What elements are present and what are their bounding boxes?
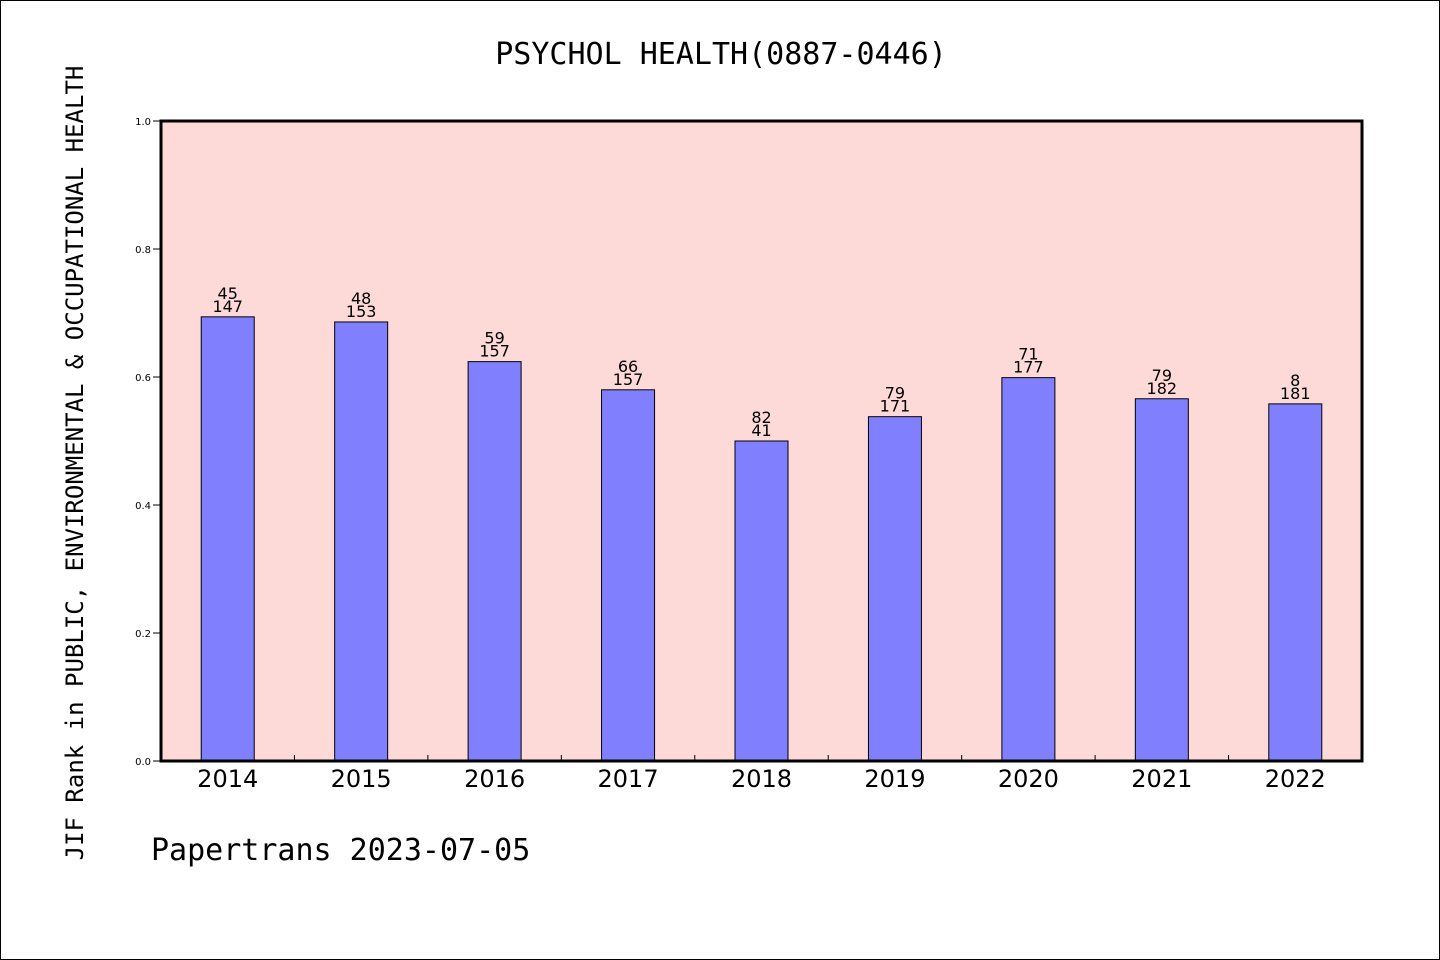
x-tick-label: 2022 [1265, 765, 1326, 793]
x-tick-label: 2018 [731, 765, 792, 793]
x-axis: 2014 2015 2016 2017 2018 2019 2020 2021 2022 [197, 755, 1326, 793]
bar-2017 [601, 389, 656, 762]
x-tick-label: 2019 [864, 765, 925, 793]
total-label: 182 [1147, 379, 1178, 398]
x-tick-label: 2017 [598, 765, 659, 793]
rank-label: 66 [618, 357, 638, 376]
y-tick-label: 1.0 [135, 117, 151, 128]
x-tick-label: 2015 [331, 765, 392, 793]
total-label: 153 [346, 302, 377, 321]
rank-label: 82 [751, 408, 771, 427]
bar-2015 [334, 321, 389, 762]
total-label: 157 [479, 342, 510, 361]
total-label: 157 [613, 370, 644, 389]
bar-2018 [734, 440, 789, 762]
rank-label: 59 [484, 329, 504, 348]
bar-2020 [1001, 377, 1056, 762]
bar-series [200, 316, 1323, 762]
total-label: 177 [1013, 358, 1044, 377]
y-tick-label: 0.4 [135, 501, 151, 512]
x-tick-label: 2016 [464, 765, 525, 793]
y-tick-label: 0.2 [135, 629, 151, 640]
bar-2021 [1134, 398, 1189, 762]
chart-title: PSYCHOL HEALTH(0887-0446) [495, 37, 947, 72]
rank-label: 79 [885, 384, 905, 403]
total-label: 181 [1280, 384, 1311, 403]
rank-label: 79 [1152, 366, 1172, 385]
bar-2022 [1268, 403, 1323, 762]
total-label: 147 [212, 297, 243, 316]
x-tick-label: 2020 [998, 765, 1059, 793]
y-axis: 0.0 0.2 0.4 0.6 0.8 1.0 [135, 117, 161, 768]
y-tick-label: 0.0 [135, 757, 151, 768]
total-label: 41 [751, 421, 771, 440]
bar-2019 [867, 416, 922, 762]
rank-label: 45 [218, 284, 238, 303]
plot-frame [159, 119, 1364, 763]
rank-label: 8 [1290, 371, 1300, 390]
bar-2014 [200, 316, 255, 762]
total-label: 171 [880, 397, 911, 416]
bar-2016 [467, 361, 522, 762]
x-tick-label: 2014 [197, 765, 258, 793]
y-tick-label: 0.8 [135, 245, 151, 256]
footer-note: Papertrans 2023-07-05 [151, 833, 531, 868]
rank-label: 71 [1018, 345, 1038, 364]
rank-label: 48 [351, 289, 371, 308]
x-tick-label: 2021 [1131, 765, 1192, 793]
y-tick-label: 0.6 [135, 373, 151, 384]
